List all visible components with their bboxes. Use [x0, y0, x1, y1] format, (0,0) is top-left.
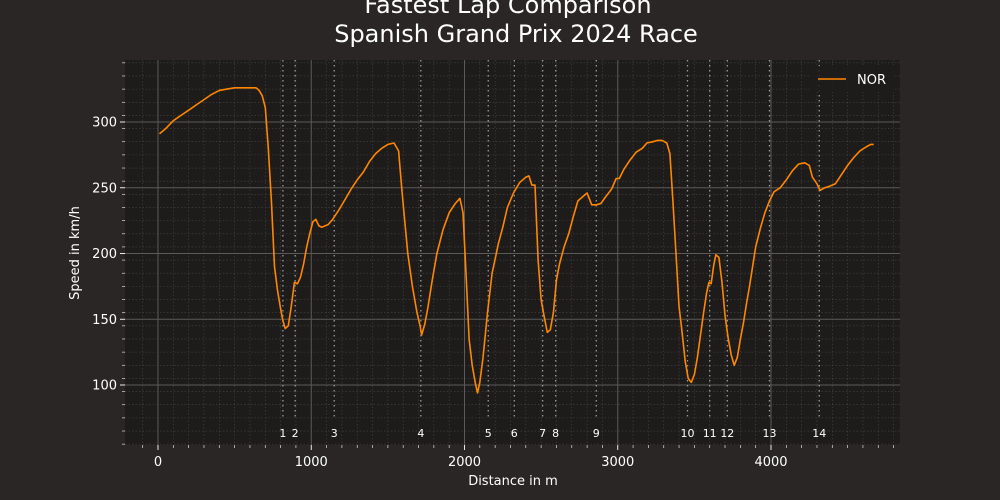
chart-title-line-2: Spanish Grand Prix 2024 Race [334, 20, 698, 48]
corner-label-5: 5 [485, 427, 492, 440]
corner-label-7: 7 [539, 427, 546, 440]
x-tick-label: 1000 [295, 455, 328, 470]
corner-label-8: 8 [552, 427, 559, 440]
x-tick-label: 2000 [448, 455, 481, 470]
y-tick-label: 250 [92, 181, 117, 196]
major-grid [125, 60, 900, 445]
minor-grid [125, 60, 900, 445]
y-tick-label: 300 [92, 116, 117, 131]
y-tick-label: 150 [92, 313, 117, 328]
y-tick-label: 100 [92, 379, 117, 394]
corner-label-2: 2 [292, 427, 299, 440]
corner-label-6: 6 [511, 427, 518, 440]
chart-title-line-1: Fastest Lap Comparison [364, 0, 651, 19]
corner-label-10: 10 [680, 427, 694, 440]
corner-label-3: 3 [331, 427, 338, 440]
axis-ticks: 0 1000 2000 3000 4000 100 150 200 250 300 [92, 62, 894, 470]
x-axis-label: Distance in m [468, 474, 558, 489]
y-tick-label: 200 [92, 247, 117, 262]
plot-area [125, 60, 900, 445]
x-tick-label: 3000 [601, 455, 634, 470]
corner-label-1: 1 [279, 427, 286, 440]
series-group [158, 87, 874, 394]
speed-line-nor [158, 87, 874, 394]
corner-label-4: 4 [417, 427, 424, 440]
x-tick-label: 4000 [754, 455, 787, 470]
corner-label-14: 14 [812, 427, 826, 440]
legend: NOR [810, 66, 894, 92]
legend-label-nor: NOR [857, 73, 886, 88]
corner-label-13: 13 [762, 427, 776, 440]
corner-markers: 1 2 3 4 5 6 7 8 9 10 11 12 13 14 [279, 60, 826, 440]
corner-label-11: 11 [703, 427, 717, 440]
corner-label-12: 12 [720, 427, 734, 440]
y-axis-label: Speed in km/h [68, 206, 83, 300]
x-tick-label: 0 [154, 455, 162, 470]
corner-label-9: 9 [593, 427, 600, 440]
